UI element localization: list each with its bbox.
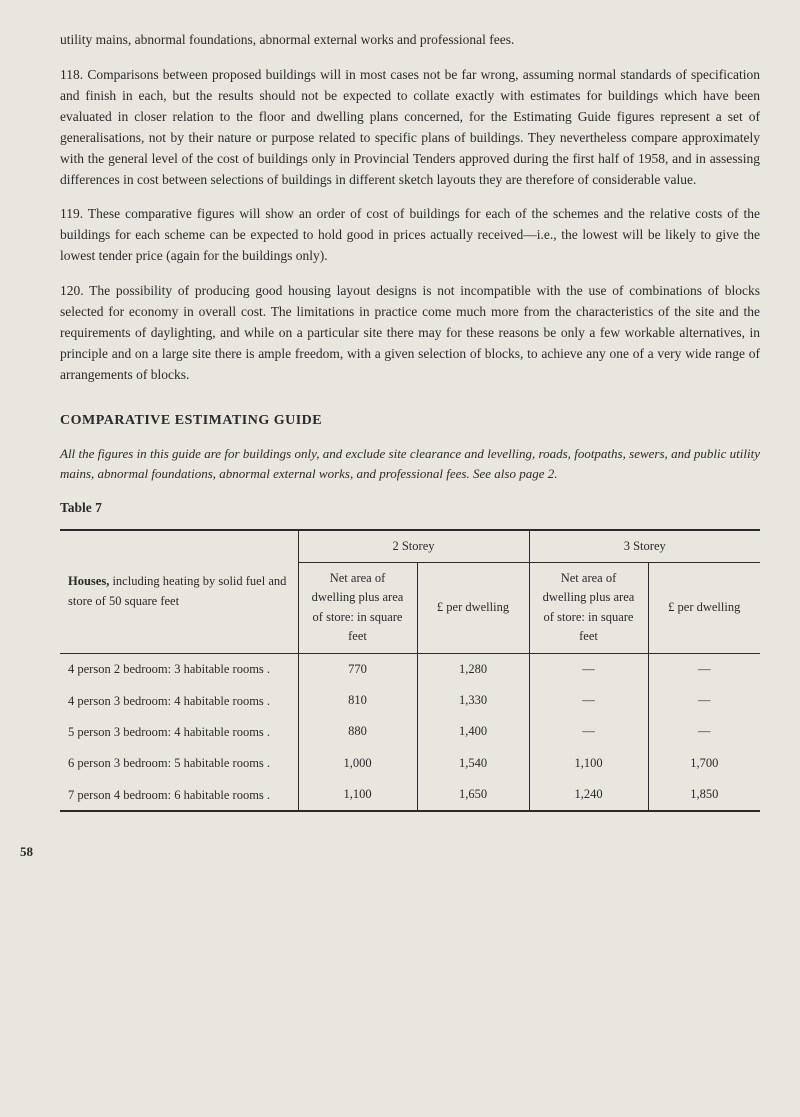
cell: 1,650 bbox=[417, 779, 529, 811]
page-number: 58 bbox=[20, 842, 760, 862]
group-head-2storey: 2 Storey bbox=[298, 530, 529, 563]
lead-in-paragraph: utility mains, abnormal foundations, abn… bbox=[60, 30, 760, 51]
cell: — bbox=[529, 653, 648, 685]
row-label: 4 person 2 bedroom: 3 habitable rooms . bbox=[60, 653, 298, 685]
cell: 1,240 bbox=[529, 779, 648, 811]
cell: 1,100 bbox=[529, 748, 648, 779]
table-row: 5 person 3 bedroom: 4 habitable rooms . … bbox=[60, 716, 760, 747]
cell: — bbox=[648, 716, 760, 747]
cell: 1,000 bbox=[298, 748, 417, 779]
col-2s-cost: £ per dwelling bbox=[417, 563, 529, 654]
col-3s-cost: £ per dwelling bbox=[648, 563, 760, 654]
cell: — bbox=[648, 653, 760, 685]
cell: 1,540 bbox=[417, 748, 529, 779]
cell: 1,850 bbox=[648, 779, 760, 811]
table-row: 7 person 4 bedroom: 6 habitable rooms . … bbox=[60, 779, 760, 811]
cell: 810 bbox=[298, 685, 417, 716]
paragraph-118: 118. Comparisons between proposed buildi… bbox=[60, 65, 760, 191]
table-row: 4 person 3 bedroom: 4 habitable rooms . … bbox=[60, 685, 760, 716]
cell: 770 bbox=[298, 653, 417, 685]
cell: 1,700 bbox=[648, 748, 760, 779]
guide-subnote: All the figures in this guide are for bu… bbox=[60, 444, 760, 484]
col-2s-area: Net area of dwelling plus area of store:… bbox=[298, 563, 417, 654]
estimating-table: Houses, including heating by solid fuel … bbox=[60, 529, 760, 813]
stub-heading: Houses, including heating by solid fuel … bbox=[60, 530, 298, 653]
cell: — bbox=[529, 716, 648, 747]
cell: — bbox=[648, 685, 760, 716]
stub-heading-bold: Houses, bbox=[68, 574, 109, 588]
row-label: 5 person 3 bedroom: 4 habitable rooms . bbox=[60, 716, 298, 747]
cell: 1,100 bbox=[298, 779, 417, 811]
cell: 1,280 bbox=[417, 653, 529, 685]
cell: 1,330 bbox=[417, 685, 529, 716]
table-label: Table 7 bbox=[60, 498, 760, 519]
table-row: 4 person 2 bedroom: 3 habitable rooms . … bbox=[60, 653, 760, 685]
cell: 880 bbox=[298, 716, 417, 747]
row-label: 7 person 4 bedroom: 6 habitable rooms . bbox=[60, 779, 298, 811]
section-heading: COMPARATIVE ESTIMATING GUIDE bbox=[60, 410, 760, 432]
cell: 1,400 bbox=[417, 716, 529, 747]
group-head-3storey: 3 Storey bbox=[529, 530, 760, 563]
paragraph-119: 119. These comparative figures will show… bbox=[60, 204, 760, 267]
table-row: 6 person 3 bedroom: 5 habitable rooms . … bbox=[60, 748, 760, 779]
row-label: 4 person 3 bedroom: 4 habitable rooms . bbox=[60, 685, 298, 716]
col-3s-area: Net area of dwelling plus area of store:… bbox=[529, 563, 648, 654]
paragraph-120: 120. The possibility of producing good h… bbox=[60, 281, 760, 386]
row-label: 6 person 3 bedroom: 5 habitable rooms . bbox=[60, 748, 298, 779]
cell: — bbox=[529, 685, 648, 716]
